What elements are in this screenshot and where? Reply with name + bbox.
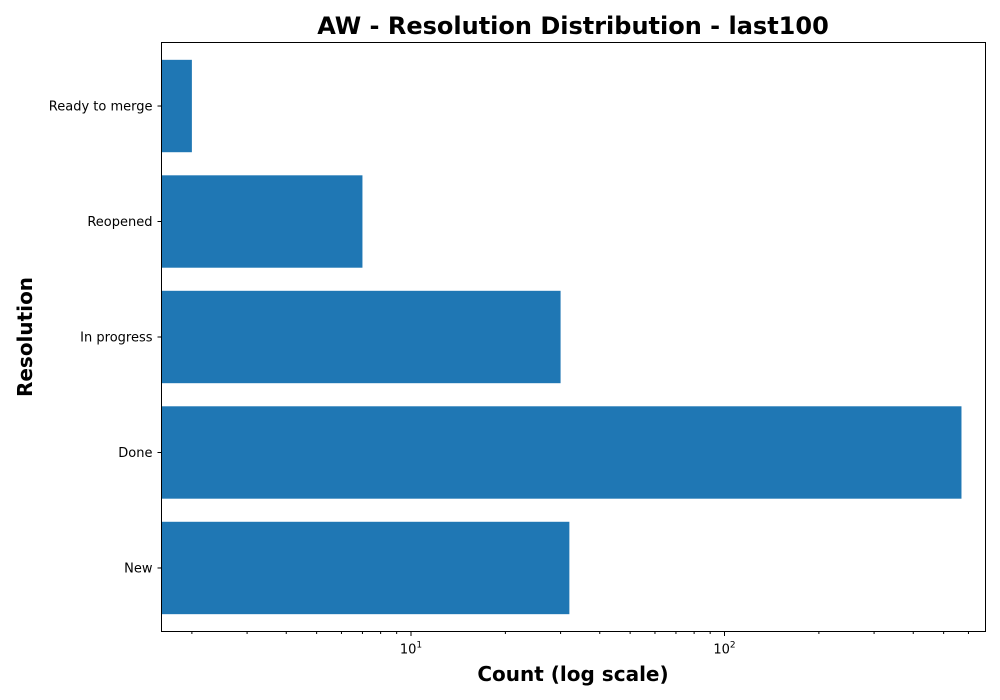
y-axis-label: Resolution bbox=[13, 277, 37, 397]
bar-in-progress bbox=[161, 290, 561, 384]
y-axis: New Done In progress Reopened Ready to merge bbox=[49, 100, 162, 576]
y-tick-label-ready-to-merge: Ready to merge bbox=[49, 100, 153, 115]
chart-title: AW - Resolution Distribution - last100 bbox=[317, 12, 829, 40]
bar-done bbox=[161, 406, 962, 499]
x-axis: 101 102 bbox=[191, 631, 969, 658]
bar-new bbox=[161, 521, 570, 615]
y-tick-label-reopened: Reopened bbox=[87, 215, 152, 230]
x-tick-label: 102 bbox=[713, 641, 735, 658]
bars-group bbox=[161, 59, 962, 615]
x-axis-label: Count (log scale) bbox=[477, 662, 668, 686]
bar-ready-to-merge bbox=[161, 59, 192, 153]
y-tick-label-new: New bbox=[124, 561, 153, 576]
bar-reopened bbox=[161, 175, 363, 268]
y-tick-label-done: Done bbox=[118, 446, 152, 461]
x-tick-label: 101 bbox=[400, 641, 422, 658]
y-tick-label-in-progress: In progress bbox=[80, 331, 153, 346]
